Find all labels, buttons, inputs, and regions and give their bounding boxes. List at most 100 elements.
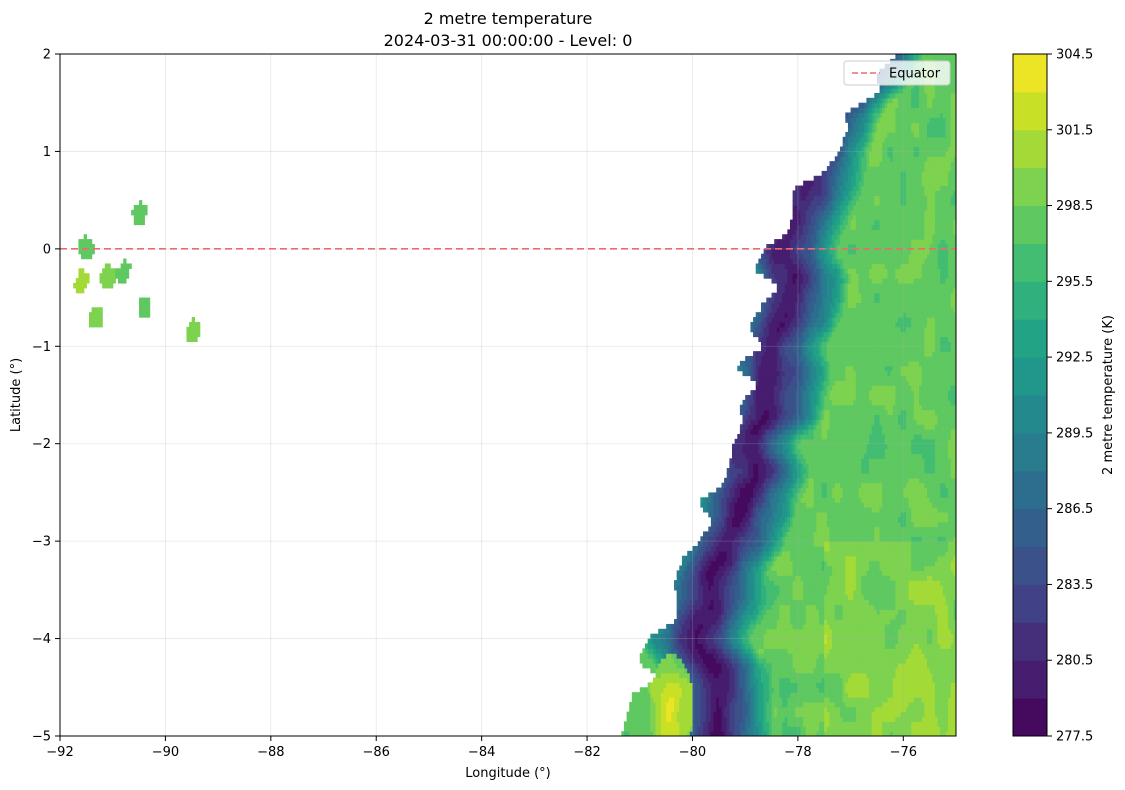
heat-cell bbox=[734, 511, 738, 518]
heat-cell bbox=[774, 507, 778, 513]
heat-cell bbox=[713, 648, 717, 654]
heat-cell bbox=[771, 619, 775, 625]
heat-cell bbox=[826, 380, 831, 386]
heat-cell bbox=[797, 477, 802, 484]
heat-cell bbox=[676, 614, 680, 620]
heat-cell bbox=[771, 628, 775, 635]
heat-cell bbox=[797, 546, 802, 552]
heat-cell bbox=[808, 395, 812, 401]
heat-cell bbox=[737, 706, 741, 713]
heat-cell bbox=[813, 278, 817, 284]
heat-cell bbox=[692, 570, 696, 576]
heat-cell bbox=[689, 692, 694, 698]
heat-cell bbox=[104, 282, 109, 289]
heat-cell bbox=[705, 497, 709, 503]
heat-cell bbox=[684, 648, 688, 654]
heat-cell bbox=[732, 580, 736, 586]
heat-cell bbox=[768, 380, 773, 386]
heat-cell bbox=[782, 638, 786, 645]
heat-cell bbox=[753, 589, 757, 596]
heat-cell bbox=[760, 326, 765, 333]
heat-cell bbox=[800, 609, 804, 615]
heat-cell bbox=[755, 438, 759, 445]
heat-cell bbox=[813, 175, 817, 182]
heat-cell bbox=[789, 326, 794, 333]
heat-cell bbox=[700, 701, 704, 708]
heat-cell bbox=[800, 351, 804, 357]
heat-cell bbox=[753, 658, 757, 664]
heat-cell bbox=[803, 321, 807, 328]
heat-cell bbox=[813, 682, 817, 688]
heat-cell bbox=[753, 365, 757, 372]
heat-cell bbox=[813, 229, 817, 235]
heat-cell bbox=[750, 697, 754, 703]
heat-cell bbox=[774, 516, 778, 523]
heat-cell bbox=[747, 682, 752, 688]
heat-cell bbox=[797, 497, 802, 503]
heat-cell bbox=[811, 239, 815, 245]
heat-cell bbox=[647, 653, 651, 659]
heat-cell bbox=[737, 472, 741, 479]
heat-cell bbox=[787, 380, 791, 386]
heat-cell bbox=[805, 258, 810, 265]
heat-cell bbox=[776, 721, 781, 727]
heat-cell bbox=[684, 589, 688, 596]
heat-cell bbox=[774, 565, 778, 571]
heat-cell bbox=[144, 307, 148, 313]
heat-cell bbox=[745, 570, 749, 576]
heat-cell bbox=[718, 565, 723, 571]
heat-cell bbox=[753, 682, 757, 688]
heat-cell bbox=[739, 492, 744, 498]
heat-cell bbox=[695, 555, 699, 562]
heat-cell bbox=[750, 546, 754, 552]
heat-cell bbox=[684, 667, 688, 674]
heat-cell bbox=[789, 346, 794, 352]
heat-cell bbox=[763, 477, 767, 484]
heat-cell bbox=[703, 594, 707, 601]
heat-cell bbox=[650, 716, 654, 722]
heat-cell bbox=[774, 477, 778, 484]
heat-cell bbox=[718, 711, 723, 718]
heat-cell bbox=[797, 682, 802, 688]
heat-cell bbox=[800, 711, 804, 718]
heat-cell bbox=[666, 706, 670, 713]
heat-cell bbox=[687, 648, 691, 654]
heat-cell bbox=[803, 248, 807, 255]
heat-cell bbox=[808, 248, 812, 255]
heat-cell bbox=[766, 463, 770, 469]
heat-cell bbox=[679, 584, 683, 591]
heat-cell bbox=[816, 643, 820, 649]
heat-cell bbox=[753, 399, 757, 406]
heat-cell bbox=[818, 287, 823, 294]
heat-cell bbox=[766, 706, 770, 713]
heat-cell bbox=[808, 341, 812, 347]
heat-cell bbox=[750, 677, 754, 684]
heat-cell bbox=[758, 706, 762, 713]
heat-cell bbox=[755, 731, 759, 736]
heat-cell bbox=[645, 658, 649, 664]
heat-cell bbox=[721, 589, 725, 596]
heat-cell bbox=[652, 701, 657, 708]
heat-cell bbox=[700, 643, 704, 649]
heat-cell bbox=[816, 321, 820, 328]
heat-cell bbox=[724, 550, 728, 557]
heat-cell bbox=[703, 560, 707, 567]
heat-cell bbox=[808, 511, 812, 518]
heat-cell bbox=[724, 653, 728, 659]
heat-cell bbox=[729, 472, 733, 479]
heat-cell bbox=[774, 336, 778, 343]
heat-cell bbox=[826, 516, 831, 523]
heat-cell bbox=[811, 662, 815, 669]
heat-cell bbox=[742, 662, 746, 669]
heat-cell bbox=[779, 399, 783, 406]
heat-cell bbox=[745, 633, 749, 640]
heat-cell bbox=[795, 336, 799, 343]
heat-cell bbox=[687, 584, 691, 591]
heat-cell bbox=[792, 297, 796, 304]
heat-cell bbox=[753, 317, 757, 323]
heat-cell bbox=[795, 229, 799, 235]
heat-cell bbox=[792, 516, 796, 523]
heat-cell bbox=[750, 716, 754, 722]
heat-cell bbox=[729, 560, 733, 567]
heat-cell bbox=[724, 502, 728, 508]
